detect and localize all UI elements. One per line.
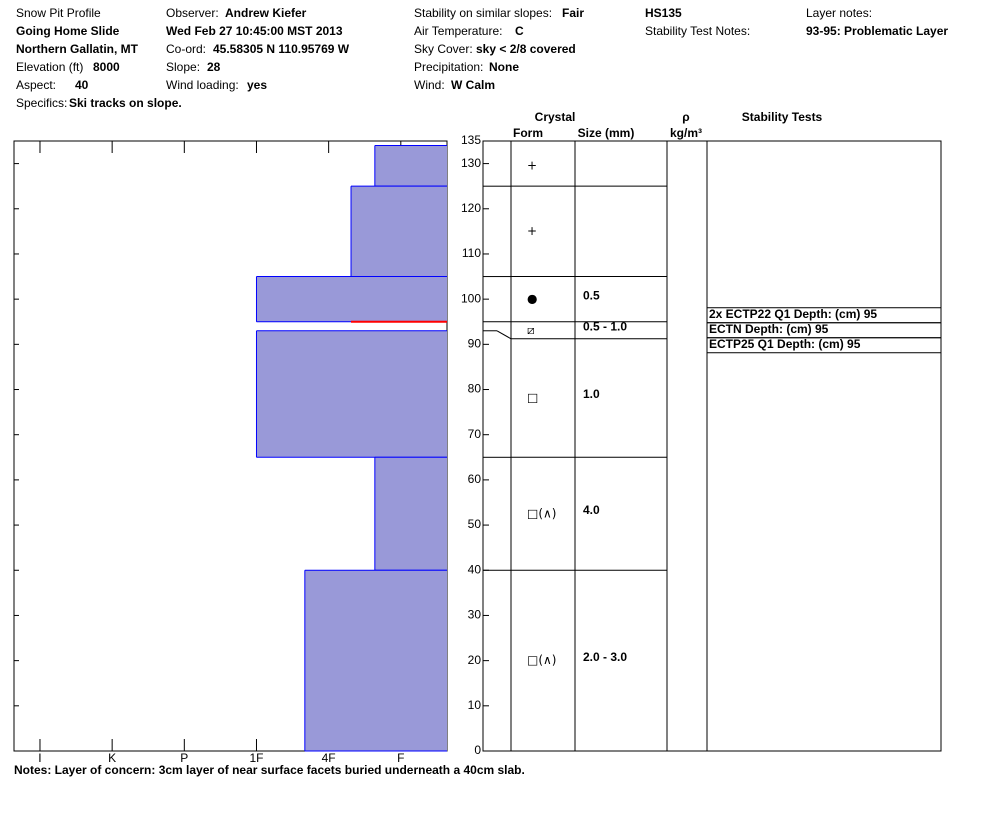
label: Wind: bbox=[414, 78, 445, 92]
hardness-bar bbox=[351, 186, 447, 277]
grain-form: □(∧) bbox=[527, 653, 556, 667]
layer-boundary bbox=[496, 330, 512, 340]
label: Air Temperature: bbox=[414, 24, 502, 38]
hardness-bar bbox=[374, 457, 447, 571]
grain-form: □(∧) bbox=[527, 506, 556, 520]
value: 45.58305 N 110.95769 W bbox=[213, 42, 350, 56]
stability-test: ECTN Depth: (cm) 95 bbox=[709, 322, 829, 336]
y-tick-label: 80 bbox=[468, 382, 482, 396]
y-tick-label: 40 bbox=[468, 562, 482, 576]
y-tick-label: 135 bbox=[461, 133, 481, 147]
y-tick-label: 60 bbox=[468, 472, 482, 486]
hardness-bar bbox=[256, 276, 447, 322]
pit-name: Going Home Slide bbox=[16, 24, 120, 38]
label: Specifics: bbox=[16, 96, 67, 110]
grain-size: 2.0 - 3.0 bbox=[583, 650, 627, 664]
location: Northern Gallatin, MT bbox=[16, 42, 139, 56]
label: Slope: bbox=[166, 60, 200, 74]
grain-form: ⧄ bbox=[527, 323, 535, 337]
y-tick-label: 90 bbox=[468, 337, 482, 351]
value: None bbox=[489, 60, 519, 74]
label: Precipitation: bbox=[414, 60, 483, 74]
grain-form: + bbox=[527, 158, 537, 172]
grain-form: ● bbox=[527, 292, 537, 306]
value: C bbox=[515, 24, 524, 38]
x-tick-label: I bbox=[38, 751, 41, 765]
hardness-bar bbox=[374, 145, 447, 187]
label: Co-ord: bbox=[166, 42, 206, 56]
column-header: Crystal bbox=[535, 110, 576, 124]
value: Ski tracks on slope. bbox=[69, 96, 182, 110]
y-tick-label: 10 bbox=[468, 698, 482, 712]
column-header: Size (mm) bbox=[578, 126, 635, 140]
y-tick-label: 110 bbox=[462, 246, 481, 260]
grain-form: □ bbox=[527, 391, 538, 405]
stability-test: ECTP25 Q1 Depth: (cm) 95 bbox=[709, 337, 861, 351]
grain-size: 0.5 - 1.0 bbox=[583, 319, 627, 333]
grain-size: 4.0 bbox=[583, 503, 600, 517]
value: sky < 2/8 covered bbox=[476, 42, 576, 56]
value: W Calm bbox=[451, 78, 495, 92]
x-tick-label: 4F bbox=[322, 751, 336, 765]
snow-height: HS135 bbox=[645, 6, 682, 20]
grain-size: 0.5 bbox=[583, 288, 600, 302]
label: Aspect: bbox=[16, 78, 56, 92]
notes: Notes: Layer of concern: 3cm layer of ne… bbox=[14, 763, 525, 777]
crystal-frame bbox=[482, 140, 942, 752]
y-tick-label: 100 bbox=[461, 291, 481, 305]
hardness-bar bbox=[256, 330, 447, 458]
label: Elevation (ft) bbox=[16, 60, 83, 74]
y-tick-label: 0 bbox=[474, 743, 481, 757]
test-row bbox=[706, 337, 942, 354]
label: Sky Cover: bbox=[414, 42, 473, 56]
x-tick-label: P bbox=[180, 751, 188, 765]
column-header: kg/m³ bbox=[670, 126, 702, 140]
label: Layer notes: bbox=[806, 6, 872, 20]
label: Observer: bbox=[166, 6, 219, 20]
value: yes bbox=[247, 78, 267, 92]
value: Fair bbox=[562, 6, 584, 20]
label: Stability Test Notes: bbox=[645, 24, 750, 38]
x-tick-label: K bbox=[108, 751, 116, 765]
hardness-bar bbox=[304, 570, 447, 751]
date: Wed Feb 27 10:45:00 MST 2013 bbox=[166, 24, 343, 38]
y-tick-label: 120 bbox=[461, 201, 481, 215]
value: 93-95: Problematic Layer bbox=[806, 24, 948, 38]
y-tick-label: 30 bbox=[468, 608, 482, 622]
value: 8000 bbox=[93, 60, 120, 74]
stability-test: 2x ECTP22 Q1 Depth: (cm) 95 bbox=[709, 307, 877, 321]
column-header: Form bbox=[513, 126, 543, 140]
column-header: Stability Tests bbox=[742, 110, 823, 124]
x-tick-label: F bbox=[397, 751, 404, 765]
value: 28 bbox=[207, 60, 221, 74]
title: Snow Pit Profile bbox=[16, 6, 101, 20]
value: 40 bbox=[75, 78, 89, 92]
y-tick-label: 70 bbox=[468, 427, 482, 441]
grain-form: + bbox=[527, 224, 537, 238]
label: Stability on similar slopes: bbox=[414, 6, 552, 20]
y-tick-label: 20 bbox=[468, 653, 482, 667]
y-tick-label: 130 bbox=[461, 156, 481, 170]
grain-size: 1.0 bbox=[583, 387, 600, 401]
label: Wind loading: bbox=[166, 78, 239, 92]
y-tick-label: 50 bbox=[468, 517, 482, 531]
x-tick-label: 1F bbox=[249, 751, 263, 765]
value: Andrew Kiefer bbox=[225, 6, 307, 20]
column-header: ρ bbox=[682, 110, 689, 124]
